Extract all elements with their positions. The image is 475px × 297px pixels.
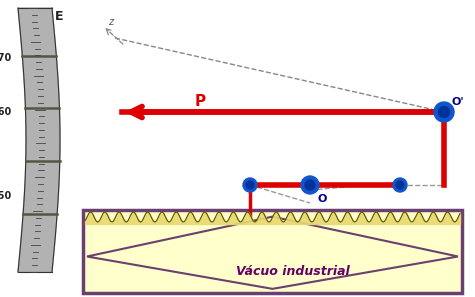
Polygon shape — [18, 8, 60, 272]
Circle shape — [393, 178, 407, 192]
Circle shape — [305, 180, 315, 190]
Text: Vácuo industrial: Vácuo industrial — [236, 265, 350, 278]
Text: P: P — [194, 94, 206, 110]
Circle shape — [434, 102, 454, 122]
Text: 750: 750 — [0, 191, 12, 201]
Circle shape — [301, 176, 319, 194]
Circle shape — [246, 181, 254, 189]
Text: z: z — [108, 17, 114, 27]
Bar — [83, 210, 462, 293]
Text: 760: 760 — [0, 107, 12, 117]
Circle shape — [438, 107, 449, 118]
Circle shape — [243, 178, 257, 192]
Text: O: O — [318, 194, 327, 204]
Circle shape — [396, 181, 404, 189]
Text: O': O' — [452, 97, 465, 107]
Text: E: E — [55, 10, 64, 23]
Text: 770: 770 — [0, 53, 12, 63]
